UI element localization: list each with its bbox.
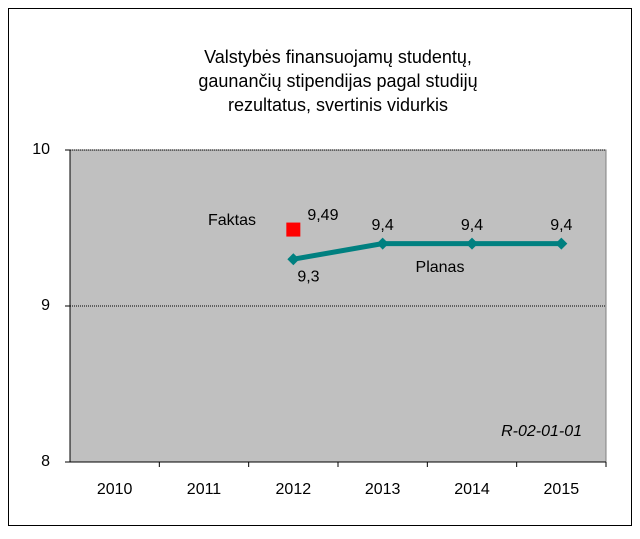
x-tick-label: 2013 [365, 481, 401, 498]
annotation: R-02-01-01 [501, 423, 582, 440]
data-label: 9,4 [461, 217, 483, 234]
data-label: 9,3 [297, 268, 319, 285]
data-label: 9,49 [307, 207, 338, 224]
point-marker [555, 237, 568, 250]
data-label: 9,4 [372, 217, 394, 234]
x-tick-label: 2010 [97, 481, 133, 498]
point-marker [286, 222, 301, 237]
x-tick-label: 2015 [544, 481, 580, 498]
chart-title: Valstybės finansuojamų studentų, [204, 47, 472, 67]
series-label: Faktas [208, 212, 256, 229]
x-tick-label: 2011 [187, 481, 222, 498]
x-tick-label: 2012 [276, 481, 312, 498]
y-tick-label: 10 [32, 141, 50, 158]
point-marker [287, 253, 300, 266]
data-label: 9,4 [550, 217, 572, 234]
series-line [292, 241, 562, 262]
x-tick-label: 2014 [454, 481, 490, 498]
chart-title: rezultatus, svertinis vidurkis [228, 95, 448, 115]
series-label: Planas [416, 259, 465, 276]
point-marker [376, 237, 389, 250]
chart-title: gaunančių stipendijas pagal studijų [198, 71, 477, 91]
y-tick-label: 8 [41, 453, 50, 470]
y-tick-label: 9 [41, 297, 50, 314]
point-marker [466, 237, 478, 250]
